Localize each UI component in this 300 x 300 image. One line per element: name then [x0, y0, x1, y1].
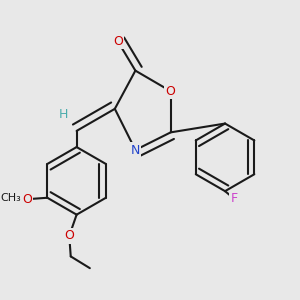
Text: O: O: [113, 35, 123, 48]
Text: H: H: [59, 108, 68, 121]
Text: F: F: [230, 192, 237, 205]
Text: O: O: [22, 193, 32, 206]
Text: O: O: [166, 85, 176, 98]
Text: CH₃: CH₃: [0, 193, 21, 203]
Text: N: N: [131, 143, 140, 157]
Text: O: O: [64, 229, 74, 242]
